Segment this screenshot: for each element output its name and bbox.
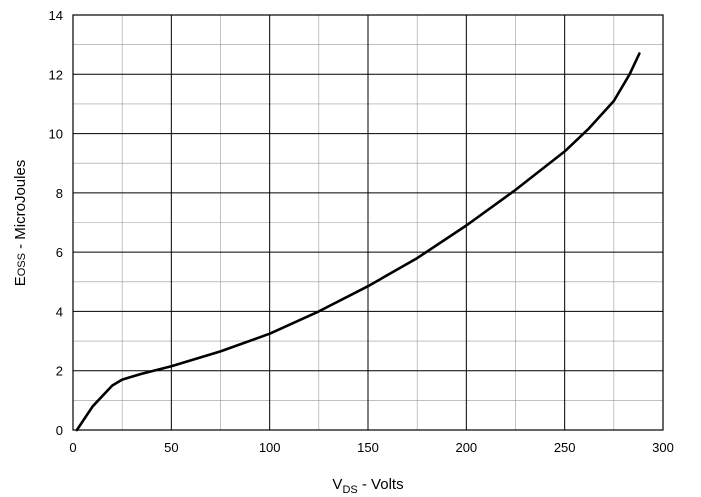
x-tick-label: 0 bbox=[69, 440, 76, 455]
plot-frame bbox=[72, 14, 664, 431]
eoss-curve bbox=[75, 52, 641, 432]
y-tick-label: 12 bbox=[49, 67, 63, 82]
y-tick-label: 10 bbox=[49, 127, 63, 142]
x-tick-label: 200 bbox=[455, 440, 477, 455]
y-tick-labels: 0 2 4 6 8 10 12 14 bbox=[49, 8, 63, 438]
x-tick-labels: 0 50 100 150 200 250 300 bbox=[69, 440, 673, 455]
y-tick-label: 8 bbox=[56, 186, 63, 201]
x-tick-label: 300 bbox=[652, 440, 674, 455]
x-tick-label: 100 bbox=[259, 440, 281, 455]
y-tick-label: 6 bbox=[56, 245, 63, 260]
x-tick-label: 150 bbox=[357, 440, 379, 455]
x-tick-label: 50 bbox=[164, 440, 178, 455]
y-tick-label: 0 bbox=[56, 423, 63, 438]
y-tick-label: 2 bbox=[56, 364, 63, 379]
y-axis-title: EOSS - MicroJoules bbox=[12, 160, 29, 287]
y-tick-label: 4 bbox=[56, 304, 63, 319]
y-tick-label: 14 bbox=[49, 8, 63, 23]
x-tick-label: 250 bbox=[554, 440, 576, 455]
x-axis-title: VDS - Volts bbox=[332, 476, 403, 496]
